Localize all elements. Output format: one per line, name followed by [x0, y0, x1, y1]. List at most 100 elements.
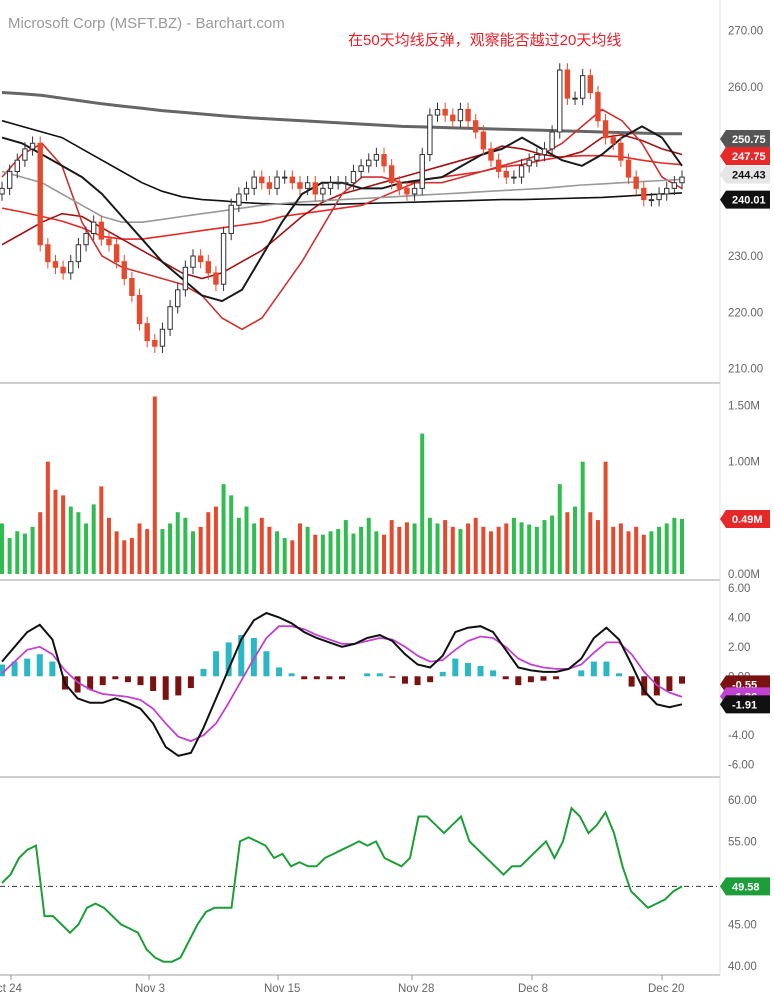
candle-body — [664, 187, 670, 195]
macd-histogram-bar — [175, 676, 182, 696]
candle-body — [289, 176, 296, 184]
volume-bar — [641, 534, 646, 574]
volume-bar — [595, 520, 600, 574]
candle-body — [679, 176, 685, 184]
macd-histogram-bar — [389, 676, 396, 678]
volume-bar — [267, 526, 272, 574]
price-badge-bg — [720, 190, 770, 209]
volume-bar — [114, 531, 119, 574]
volume-bar — [450, 526, 455, 574]
volume-bar — [404, 522, 409, 574]
volume-bar — [290, 540, 295, 574]
volume-bar — [336, 529, 341, 574]
candle-body — [75, 244, 82, 263]
volume-bar — [557, 484, 562, 574]
candle-body — [0, 187, 5, 195]
volume-bar — [443, 520, 448, 574]
candle-body — [304, 182, 311, 189]
price-badge: 240.01 — [732, 195, 766, 207]
macd-histogram-bar — [288, 673, 295, 677]
price-badge-bg — [720, 165, 770, 184]
volume-bar — [519, 522, 524, 574]
rsi-badge: 49.58 — [732, 881, 760, 893]
macd-histogram-bar — [439, 671, 446, 677]
macd-histogram-bar — [376, 673, 383, 677]
price-badge: 244.43 — [732, 170, 766, 182]
candle-body — [14, 159, 20, 172]
macd-badge-bg — [720, 695, 770, 714]
volume-bar — [488, 531, 493, 574]
macd-histogram-bar — [414, 676, 421, 686]
candle-body — [320, 187, 326, 195]
volume-bar — [91, 504, 96, 574]
macd-histogram-bar — [578, 670, 585, 677]
volume-bar — [680, 518, 684, 574]
candle-body — [411, 187, 418, 195]
volume-bar — [382, 534, 387, 574]
volume-bar — [99, 486, 104, 574]
candle-body — [213, 272, 219, 285]
candle-body — [358, 165, 364, 172]
macd-histogram-bar — [99, 676, 106, 686]
candle-body — [465, 108, 471, 122]
macd-histogram-bar — [326, 676, 333, 680]
candle-body — [52, 261, 59, 268]
candle-body — [396, 182, 403, 189]
macd-histogram-bar — [666, 676, 673, 692]
volume-bar — [229, 495, 234, 574]
candle-body — [136, 294, 143, 325]
y-tick-label: 2.00 — [728, 642, 750, 654]
candle-body — [113, 244, 120, 263]
macd-histogram-bar — [313, 676, 320, 680]
y-tick-label: 60.00 — [728, 795, 757, 807]
macd-histogram-bar — [477, 665, 484, 677]
volume-bar — [534, 526, 539, 574]
volume-bar — [374, 531, 379, 574]
macd-histogram-bar — [603, 661, 610, 677]
volume-bar — [160, 529, 165, 574]
candle-body — [159, 328, 166, 347]
volume-bar — [61, 495, 66, 574]
volume-bar — [152, 396, 157, 574]
macd-histogram-bar — [112, 676, 119, 680]
volume-bar — [22, 533, 27, 574]
candle-body — [175, 289, 181, 308]
candle-body — [602, 120, 609, 139]
y-tick-label: -4.00 — [728, 730, 754, 742]
macd-panel: 6.004.002.000.00-4.00-6.00-0.55-1.36-1.9… — [0, 583, 770, 772]
candle-body — [121, 261, 127, 280]
candle-body — [350, 170, 357, 184]
volume-bar — [366, 517, 371, 574]
y-tick-label: 260.00 — [728, 82, 763, 94]
moving-average-line — [1, 119, 683, 206]
candle-body — [557, 69, 563, 133]
volume-bar — [275, 531, 280, 574]
candle-body — [90, 221, 97, 234]
y-tick-label: 45.00 — [728, 919, 757, 931]
y-tick-label: 55.00 — [728, 836, 757, 848]
volume-bar — [76, 512, 81, 574]
volume-bar — [580, 461, 585, 574]
candle-body — [68, 261, 74, 274]
volume-bar — [420, 433, 425, 574]
volume-bar — [320, 534, 325, 574]
volume-bar — [297, 523, 302, 574]
candle-body — [297, 182, 303, 189]
volume-badge-bg — [720, 509, 770, 528]
volume-bar — [672, 517, 677, 574]
macd-histogram-bar — [11, 661, 18, 677]
macd-histogram-bar — [364, 673, 371, 677]
volume-bar — [129, 538, 134, 574]
macd-histogram-bar — [540, 676, 547, 681]
macd-histogram-bar — [339, 676, 345, 680]
volume-bar — [30, 526, 35, 574]
volume-bar — [15, 531, 20, 574]
candle-body — [343, 182, 349, 185]
candle-body — [541, 148, 548, 156]
volume-bar — [435, 523, 440, 574]
macd-histogram-bar — [679, 676, 685, 684]
volume-bar — [542, 520, 547, 574]
candle-body — [564, 69, 571, 99]
